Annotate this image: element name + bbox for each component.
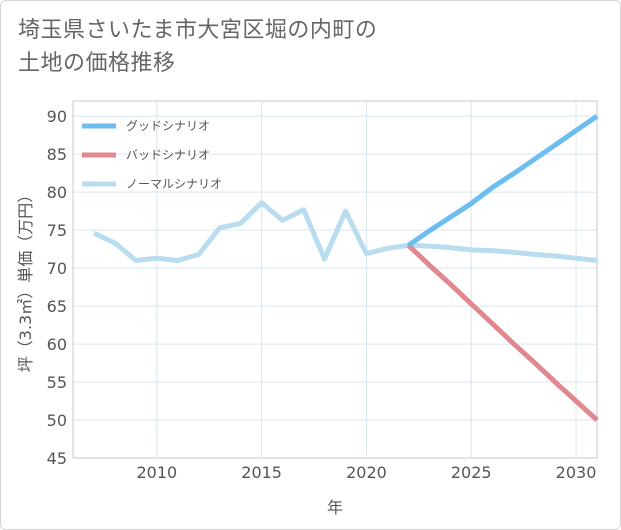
series-line-good bbox=[406, 114, 599, 248]
x-tick-label-2015: 2015 bbox=[241, 463, 282, 482]
y-tick-label-75: 75 bbox=[47, 221, 67, 240]
y-tick-label-85: 85 bbox=[47, 145, 67, 164]
x-tick-label-2030: 2030 bbox=[556, 463, 597, 482]
legend-label-normal: ノーマルシナリオ bbox=[126, 177, 222, 191]
legend-label-bad: バッドシナリオ bbox=[126, 148, 210, 162]
series-layer bbox=[92, 114, 599, 422]
y-tick-label-45: 45 bbox=[47, 449, 67, 468]
y-tick-label-90: 90 bbox=[47, 107, 67, 126]
y-tick-label-70: 70 bbox=[47, 259, 67, 278]
x-axis-label: 年 bbox=[327, 498, 343, 517]
x-tick-label-2020: 2020 bbox=[346, 463, 387, 482]
chart-title-line-1: 埼玉県さいたま市大宮区堀の内町の bbox=[18, 18, 378, 43]
plot-border bbox=[72, 100, 598, 459]
series-line-bad bbox=[406, 243, 599, 422]
y-axis-label: 坪（3.3㎡）単価（万円） bbox=[16, 187, 35, 372]
y-tick-label-55: 55 bbox=[47, 373, 67, 392]
chart-title: 埼玉県さいたま市大宮区堀の内町の 土地の価格推移 bbox=[18, 14, 458, 80]
y-tick-label-80: 80 bbox=[47, 183, 67, 202]
y-tick-label-50: 50 bbox=[47, 411, 67, 430]
series-line-normal bbox=[92, 200, 598, 263]
x-tick-label-2010: 2010 bbox=[136, 463, 177, 482]
tick-labels: 45 50 55 60 65 70 75 80 85 90 2010 2015 2020 2025 2030 bbox=[47, 107, 597, 482]
y-tick-label-65: 65 bbox=[47, 297, 67, 316]
y-tick-label-60: 60 bbox=[47, 335, 67, 354]
legend-label-good: グッドシナリオ bbox=[126, 119, 210, 133]
chart-title-line-2: 土地の価格推移 bbox=[18, 51, 176, 76]
x-tick-label-2025: 2025 bbox=[451, 463, 492, 482]
